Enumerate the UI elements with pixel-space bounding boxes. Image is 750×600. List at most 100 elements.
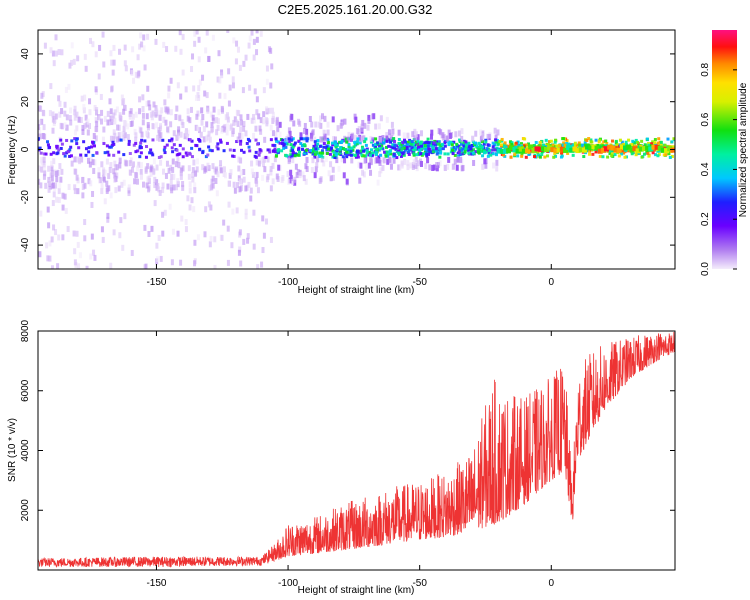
heatmap-cell — [449, 150, 453, 154]
heatmap-cell — [351, 148, 355, 152]
heatmap-cell — [295, 172, 299, 179]
heatmap-cell — [311, 147, 315, 151]
heatmap-cell — [123, 44, 127, 51]
heatmap-cell — [169, 121, 173, 128]
heatmap-cell — [55, 176, 59, 183]
heatmap-cell — [622, 145, 628, 151]
heatmap-cell — [355, 142, 359, 146]
heatmap-cell — [95, 120, 99, 127]
heatmap-cell — [554, 146, 558, 150]
heatmap-cell — [122, 153, 126, 157]
heatmap-cell — [206, 107, 210, 114]
heatmap-cell — [100, 109, 104, 116]
heatmap-cell — [231, 82, 235, 89]
heatmap-cell — [473, 141, 477, 145]
heatmap-cell — [94, 135, 98, 142]
heatmap-cell — [84, 65, 88, 72]
heatmap-cell — [443, 152, 447, 156]
heatmap-cell — [207, 130, 211, 137]
heatmap-cell — [252, 54, 256, 61]
heatmap-cell — [467, 145, 471, 149]
heatmap-cell — [43, 170, 47, 177]
heatmap-cell — [56, 151, 60, 155]
heatmap-cell — [538, 155, 542, 159]
heatmap-cell — [193, 170, 197, 177]
heatmap-cell — [289, 143, 293, 147]
heatmap-cell — [653, 148, 657, 152]
heatmap-cell — [360, 125, 364, 132]
heatmap-cell — [40, 92, 44, 99]
heatmap-cell — [120, 94, 124, 101]
heatmap-cell — [254, 125, 258, 132]
ytick-label: 40 — [20, 48, 31, 60]
heatmap-cell — [364, 143, 368, 147]
heatmap-cell — [332, 153, 336, 157]
heatmap-cell — [105, 185, 109, 192]
heatmap-cell — [623, 155, 627, 159]
heatmap-cell — [53, 169, 57, 176]
heatmap-cell — [176, 133, 180, 140]
ytick-label: 6000 — [20, 379, 31, 402]
heatmap-cell — [112, 44, 116, 51]
heatmap-cell — [596, 143, 600, 147]
heatmap-cell — [231, 76, 235, 83]
heatmap-cell — [238, 229, 242, 236]
heatmap-cell — [400, 147, 404, 151]
heatmap-cell — [277, 164, 281, 171]
heatmap-cell — [148, 104, 152, 111]
heatmap-cell — [330, 141, 334, 145]
heatmap-cell — [246, 237, 250, 244]
heatmap-cell — [479, 149, 483, 153]
heatmap-cell — [322, 160, 326, 167]
heatmap-cell — [411, 145, 415, 149]
heatmap-cell — [141, 119, 145, 126]
heatmap-cell — [110, 85, 114, 92]
heatmap-cell — [353, 153, 357, 157]
heatmap-cell — [190, 139, 194, 143]
heatmap-cell — [252, 113, 256, 120]
heatmap-cell — [88, 161, 92, 168]
heatmap-cell — [190, 197, 194, 204]
heatmap-cell — [216, 142, 220, 146]
heatmap-cell — [525, 148, 531, 154]
heatmap-cell — [271, 116, 275, 123]
heatmap-cell — [329, 175, 333, 182]
heatmap-cell — [396, 151, 400, 155]
heatmap-cell — [494, 153, 498, 157]
heatmap-cell — [130, 249, 134, 256]
heatmap-cell — [242, 150, 246, 154]
heatmap-cell — [123, 60, 127, 67]
heatmap-cell — [118, 162, 122, 169]
heatmap-cell — [185, 133, 189, 140]
heatmap-cell — [316, 139, 320, 143]
heatmap-cell — [356, 137, 360, 141]
heatmap-cell — [526, 142, 530, 146]
heatmap-cell — [83, 235, 87, 242]
heatmap-cell — [461, 164, 465, 171]
heatmap-cell — [201, 113, 205, 120]
heatmap-cell — [418, 149, 422, 153]
heatmap-cell — [167, 139, 171, 143]
heatmap-cell — [204, 206, 208, 213]
heatmap-cell — [621, 148, 625, 152]
heatmap-cell — [162, 148, 166, 152]
heatmap-cell — [225, 129, 229, 136]
heatmap-cell — [165, 160, 169, 167]
heatmap-cell — [166, 108, 170, 115]
heatmap-cell — [141, 112, 145, 119]
colorbar-tick-label: 0.2 — [700, 212, 711, 226]
heatmap-cell — [60, 49, 64, 56]
heatmap-cell — [134, 136, 138, 143]
heatmap-cell — [188, 138, 192, 142]
heatmap-cell — [563, 143, 567, 147]
heatmap-cell — [127, 184, 131, 191]
heatmap-cell — [348, 137, 352, 141]
heatmap-cell — [48, 145, 52, 149]
heatmap-cell — [408, 138, 412, 142]
heatmap-cell — [123, 213, 127, 220]
heatmap-cell — [113, 109, 117, 116]
heatmap-cell — [387, 129, 391, 136]
heatmap-cell — [250, 117, 254, 124]
heatmap-cell — [75, 125, 79, 132]
